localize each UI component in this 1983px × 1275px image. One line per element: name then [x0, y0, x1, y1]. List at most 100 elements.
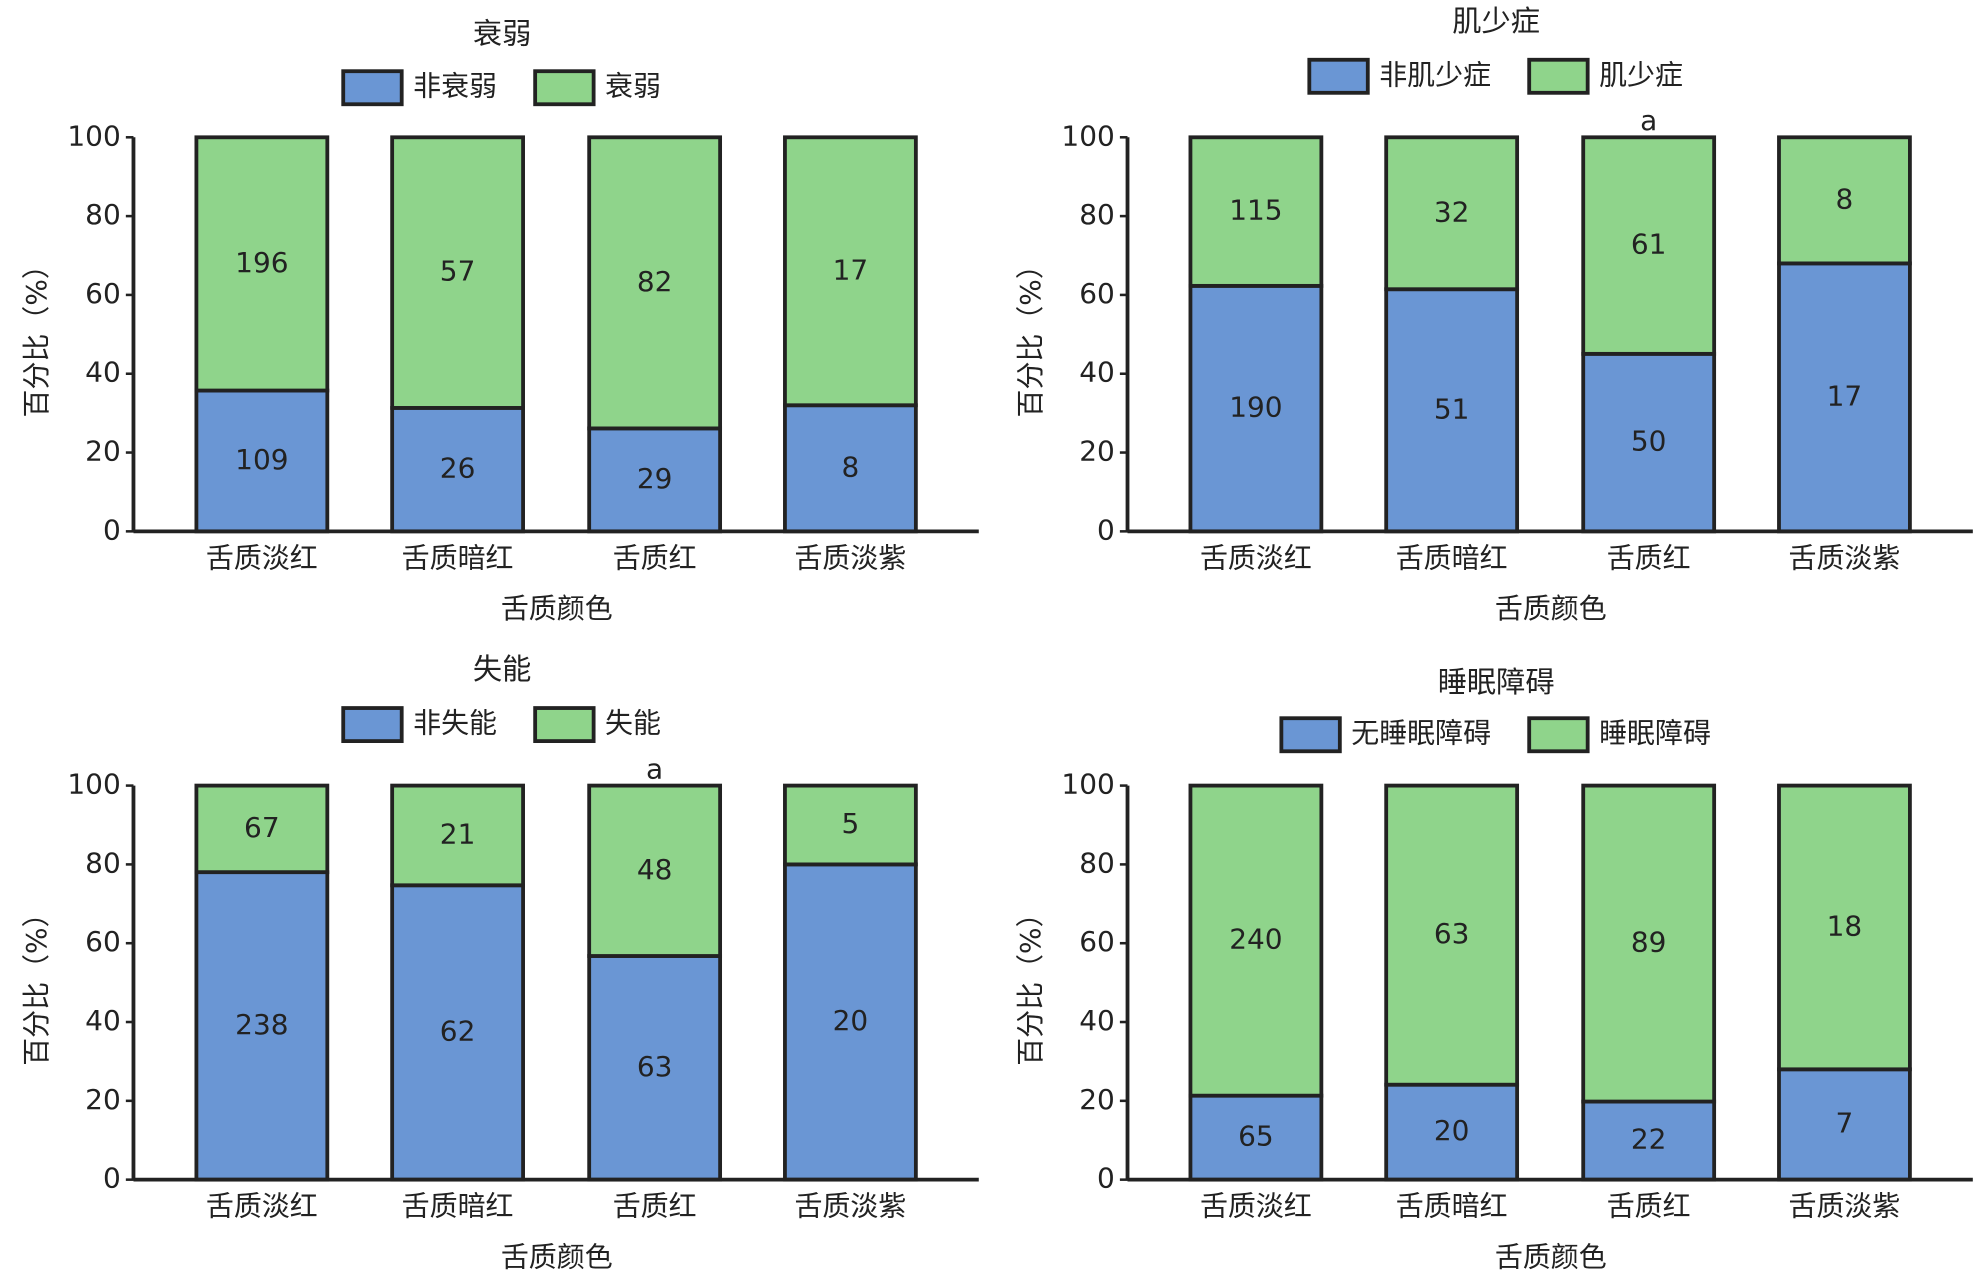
- y-axis-label: 百分比（%）: [20, 251, 53, 417]
- x-tick-label: 舌质淡红: [206, 541, 318, 574]
- y-axis-label: 百分比（%）: [20, 899, 53, 1065]
- x-tick-label: 舌质淡紫: [794, 1190, 906, 1223]
- bar-segment: [783, 862, 918, 1182]
- legend-swatch: [1307, 57, 1370, 95]
- data-label: 5: [842, 807, 860, 840]
- y-tick-label: 80: [1079, 846, 1115, 879]
- data-label: 48: [637, 853, 673, 886]
- annotation: a: [1640, 104, 1657, 137]
- x-tick-label: 舌质暗红: [1396, 541, 1508, 574]
- x-tick-label: 舌质暗红: [402, 1190, 514, 1223]
- x-tick-label: 舌质红: [1607, 1190, 1691, 1223]
- bar-segment: [1581, 1099, 1717, 1182]
- data-label: 20: [833, 1004, 869, 1037]
- y-tick-label: 0: [103, 1162, 121, 1195]
- data-label: 7: [1836, 1106, 1854, 1139]
- bar-segment: [783, 783, 918, 867]
- y-axis-label: 百分比（%）: [1014, 899, 1047, 1065]
- y-tick-label: 100: [1061, 768, 1114, 801]
- bar-segment: [194, 870, 330, 1182]
- y-tick-label: 0: [1097, 1162, 1115, 1195]
- y-tick-label: 60: [1079, 925, 1115, 958]
- bar-segment: [1384, 1082, 1520, 1182]
- legend-swatch: [533, 69, 596, 107]
- bar-segment: [1581, 135, 1717, 356]
- bar-segment: [783, 135, 918, 408]
- bar-segment: [1384, 287, 1520, 534]
- y-tick-label: 40: [85, 356, 121, 389]
- x-tick-label: 舌质红: [613, 541, 697, 574]
- bar-segment: [587, 426, 723, 534]
- legend-swatch: [1279, 716, 1342, 754]
- y-tick-label: 60: [85, 925, 121, 958]
- data-label: 62: [440, 1014, 476, 1047]
- y-tick-label: 20: [85, 1083, 121, 1116]
- bar-segment: [587, 135, 723, 431]
- y-tick-label: 20: [1079, 1083, 1115, 1116]
- bar-segment: [1188, 135, 1324, 288]
- y-axis-label: 百分比（%）: [1014, 251, 1047, 417]
- legend-swatch: [1527, 57, 1590, 95]
- x-tick-label: 舌质淡红: [1200, 541, 1312, 574]
- bar-segment: [1188, 783, 1324, 1098]
- x-tick-label: 舌质淡紫: [1789, 1190, 1901, 1223]
- legend-swatch: [341, 69, 404, 107]
- legend-label: 肌少症: [1599, 58, 1683, 91]
- bar-segment: [1188, 283, 1324, 534]
- data-label: 67: [244, 811, 280, 844]
- y-tick-label: 100: [67, 768, 120, 801]
- y-tick-label: 60: [1079, 277, 1115, 310]
- data-label: 89: [1631, 926, 1667, 959]
- y-tick-label: 20: [85, 435, 121, 468]
- y-tick-label: 80: [85, 846, 121, 879]
- data-label: 61: [1631, 228, 1667, 261]
- legend-swatch: [341, 706, 404, 744]
- x-tick-label: 舌质淡红: [206, 1190, 318, 1223]
- legend-swatch: [533, 706, 596, 744]
- bar-segment: [1777, 783, 1912, 1072]
- data-label: 8: [842, 450, 860, 483]
- data-label: 238: [235, 1008, 288, 1041]
- legend-swatch: [1527, 716, 1590, 754]
- data-label: 82: [637, 265, 673, 298]
- x-tick-label: 舌质暗红: [1396, 1190, 1508, 1223]
- data-label: 50: [1631, 425, 1667, 458]
- data-label: 26: [440, 452, 476, 485]
- y-tick-label: 60: [85, 277, 121, 310]
- bar-segment: [390, 135, 525, 410]
- bar-segment: [1384, 135, 1520, 292]
- legend-label: 失能: [605, 707, 661, 740]
- x-tick-label: 舌质红: [1607, 541, 1691, 574]
- y-tick-label: 0: [1097, 513, 1115, 546]
- x-tick-label: 舌质淡紫: [794, 541, 906, 574]
- y-tick-label: 20: [1079, 435, 1115, 468]
- bar-segment: [1581, 783, 1717, 1104]
- data-label: 63: [637, 1050, 673, 1083]
- data-label: 115: [1229, 194, 1282, 227]
- legend-label: 非肌少症: [1379, 58, 1491, 91]
- data-label: 109: [235, 443, 288, 476]
- bar-segment: [587, 783, 723, 958]
- x-axis-label: 舌质颜色: [501, 1240, 613, 1273]
- legend-label: 非衰弱: [413, 70, 497, 103]
- x-tick-label: 舌质红: [613, 1190, 697, 1223]
- y-tick-label: 40: [85, 1004, 121, 1037]
- y-tick-label: 40: [1079, 356, 1115, 389]
- x-tick-label: 舌质暗红: [402, 541, 514, 574]
- annotation: a: [646, 752, 663, 785]
- chart-title: 衰弱: [473, 17, 531, 51]
- y-tick-label: 100: [1061, 119, 1114, 152]
- x-tick-label: 舌质淡红: [1200, 1190, 1312, 1223]
- y-tick-label: 80: [1079, 198, 1115, 231]
- chart-title: 肌少症: [1452, 4, 1540, 38]
- y-tick-label: 100: [67, 119, 120, 152]
- data-label: 240: [1229, 923, 1282, 956]
- data-label: 20: [1434, 1114, 1470, 1147]
- data-label: 17: [833, 253, 869, 286]
- x-tick-label: 舌质淡紫: [1789, 541, 1901, 574]
- data-label: 190: [1229, 391, 1282, 424]
- y-tick-label: 40: [1079, 1004, 1115, 1037]
- bar-segment: [1777, 1067, 1912, 1182]
- data-label: 21: [440, 817, 476, 850]
